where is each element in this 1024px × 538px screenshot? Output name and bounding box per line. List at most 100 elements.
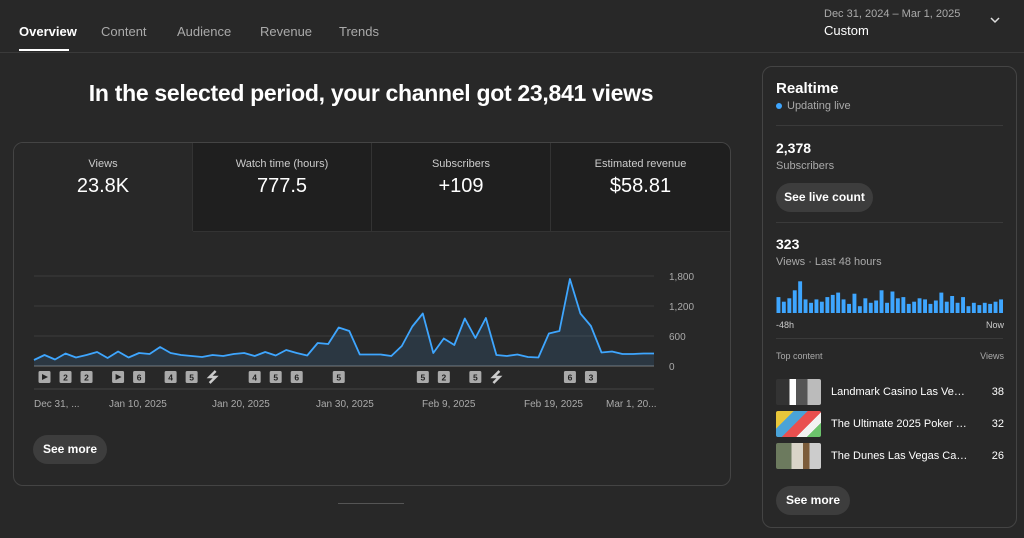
- realtime-bar: [798, 281, 803, 313]
- upload-count: 3: [589, 373, 594, 383]
- divider: [776, 125, 1003, 126]
- upload-marker: [437, 371, 450, 383]
- upload-count: 5: [273, 373, 278, 383]
- bar-end-label: Now: [985, 320, 1004, 330]
- video-views: 32: [991, 418, 1004, 430]
- views-48h-count: 323: [776, 236, 800, 252]
- upload-count: 5: [473, 373, 478, 383]
- realtime-bar: [890, 291, 895, 313]
- realtime-bar: [923, 299, 927, 313]
- chart-series-line: [33, 278, 654, 361]
- upload-count: 2: [84, 373, 89, 383]
- x-tick-label: Jan 10, 2025: [109, 399, 167, 410]
- see-more-button[interactable]: See more: [33, 435, 107, 464]
- video-title: Landmark Casino Las Vegas...: [831, 386, 971, 398]
- see-live-count-button[interactable]: See live count: [776, 183, 873, 212]
- realtime-panel: Realtime Updating live 2,378 Subscribers…: [762, 66, 1017, 528]
- metric-views[interactable]: Views 23.8K: [14, 143, 193, 231]
- upload-marker: [584, 371, 597, 383]
- realtime-bar: [830, 294, 835, 313]
- upload-marker: [332, 371, 345, 383]
- chevron-down-icon[interactable]: [989, 14, 1001, 26]
- realtime-bar: [885, 302, 889, 313]
- realtime-bar: [863, 298, 868, 313]
- realtime-bar: [917, 298, 922, 313]
- realtime-bar: [988, 303, 993, 313]
- divider: [776, 338, 1003, 339]
- realtime-see-more-button[interactable]: See more: [776, 486, 850, 515]
- x-tick-label: Feb 9, 2025: [422, 399, 476, 410]
- upload-marker: [563, 371, 576, 383]
- top-content-item[interactable]: The Ultimate 2025 Poker Chi... 32: [776, 411, 1004, 437]
- upload-marker: [269, 371, 282, 383]
- subscriber-count: 2,378: [776, 140, 812, 156]
- upload-count: 4: [168, 373, 173, 383]
- realtime-bar: [868, 302, 873, 313]
- tab-content[interactable]: Content: [101, 24, 147, 39]
- views-line-chart[interactable]: 1,800 1,200 600 0 2 2 6 4 5 4 5 6 5 5 2 5 6 3 Dec 31, ... J…: [14, 231, 730, 486]
- metric-subscribers[interactable]: Subscribers +109: [372, 143, 551, 232]
- top-content-item[interactable]: Landmark Casino Las Vegas... 38: [776, 379, 1004, 405]
- top-tab-bar: Overview Content Audience Revenue Trends…: [0, 0, 1024, 53]
- metric-value: 23.8K: [76, 175, 130, 197]
- video-views: 26: [991, 450, 1004, 462]
- upload-count: 2: [63, 373, 68, 383]
- metric-watch-time[interactable]: Watch time (hours) 777.5: [193, 143, 372, 232]
- tab-revenue[interactable]: Revenue: [260, 24, 313, 39]
- realtime-bar: [825, 297, 830, 313]
- chart-area-fill: [34, 279, 654, 366]
- metric-value: +109: [438, 175, 484, 197]
- upload-count: 4: [252, 373, 257, 383]
- x-tick-label: Jan 30, 2025: [316, 399, 374, 410]
- metric-label: Estimated revenue: [594, 158, 687, 170]
- realtime-bar: [939, 292, 944, 313]
- video-title: The Dunes Las Vegas Casin...: [831, 450, 971, 462]
- upload-count: 6: [294, 373, 299, 383]
- upload-marker: [290, 371, 303, 383]
- realtime-bar: [971, 302, 976, 313]
- date-range-text[interactable]: Dec 31, 2024 – Mar 1, 2025: [824, 8, 961, 20]
- tab-trends[interactable]: Trends: [339, 24, 379, 39]
- upload-count: 6: [137, 373, 142, 383]
- upload-marker: [416, 371, 429, 383]
- top-content-item[interactable]: The Dunes Las Vegas Casin... 26: [776, 443, 1004, 469]
- upload-marker: [59, 371, 72, 383]
- realtime-bar: [950, 296, 955, 313]
- video-views: 38: [991, 386, 1004, 398]
- y-tick-label: 1,200: [669, 302, 694, 313]
- tab-overview[interactable]: Overview: [19, 24, 77, 39]
- upload-marker: [80, 371, 93, 383]
- realtime-bar: [803, 299, 808, 313]
- bar-start-label: -48h: [776, 320, 795, 330]
- date-mode-text[interactable]: Custom: [824, 23, 869, 38]
- realtime-bar: [787, 298, 792, 313]
- upload-marker: [469, 371, 482, 383]
- metric-value: $58.81: [609, 175, 672, 197]
- upload-marker: [133, 371, 146, 383]
- realtime-bar-chart[interactable]: [776, 279, 1004, 313]
- metric-label: Views: [88, 158, 118, 170]
- video-title: The Ultimate 2025 Poker Chi...: [831, 418, 971, 430]
- tab-audience[interactable]: Audience: [177, 24, 232, 39]
- realtime-bar: [955, 302, 960, 313]
- shorts-icon: [206, 370, 219, 384]
- realtime-bar: [912, 301, 917, 313]
- metric-label: Subscribers: [431, 158, 491, 170]
- realtime-bar: [993, 301, 998, 313]
- realtime-title: Realtime: [776, 80, 839, 97]
- realtime-bar: [814, 299, 819, 313]
- realtime-bar: [819, 301, 824, 313]
- realtime-bar: [809, 302, 813, 313]
- realtime-bar: [847, 303, 851, 313]
- play-icon: [42, 374, 49, 380]
- divider: [776, 222, 1003, 223]
- realtime-bar: [944, 301, 949, 313]
- metric-revenue[interactable]: Estimated revenue $58.81: [551, 143, 730, 232]
- y-tick-label: 600: [669, 332, 686, 343]
- realtime-bar: [781, 301, 786, 313]
- realtime-bar: [933, 300, 938, 313]
- realtime-bar: [874, 300, 879, 313]
- realtime-bar: [999, 299, 1003, 313]
- realtime-bar: [792, 290, 797, 313]
- realtime-bar: [966, 306, 971, 313]
